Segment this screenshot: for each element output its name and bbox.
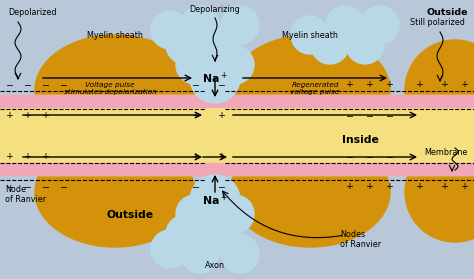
Ellipse shape: [166, 26, 204, 64]
Text: +: +: [441, 182, 449, 191]
Text: +: +: [6, 152, 14, 161]
Ellipse shape: [221, 6, 259, 44]
Text: +: +: [6, 111, 14, 120]
Ellipse shape: [326, 6, 364, 44]
Ellipse shape: [166, 215, 204, 253]
Text: Still polarized: Still polarized: [410, 18, 465, 27]
Text: +: +: [218, 152, 226, 161]
Text: −: −: [42, 80, 50, 89]
Text: +: +: [461, 80, 469, 89]
Ellipse shape: [201, 215, 239, 253]
Text: +: +: [42, 111, 50, 120]
Text: Nodes
of Ranvier: Nodes of Ranvier: [340, 230, 381, 249]
Ellipse shape: [196, 46, 234, 84]
Text: −: −: [6, 182, 14, 191]
Ellipse shape: [151, 230, 189, 268]
Text: +: +: [346, 80, 354, 89]
Ellipse shape: [181, 235, 219, 273]
Ellipse shape: [311, 26, 349, 64]
Text: +: +: [386, 80, 394, 89]
Text: Voltage pulse
stimulates depolarization: Voltage pulse stimulates depolarization: [64, 82, 156, 95]
Text: −: −: [42, 182, 50, 191]
Ellipse shape: [151, 11, 189, 49]
Ellipse shape: [291, 16, 329, 54]
Text: +: +: [192, 152, 200, 161]
Text: −: −: [192, 80, 200, 89]
Text: Inside: Inside: [342, 135, 378, 145]
Text: +: +: [441, 80, 449, 89]
Text: −: −: [346, 111, 354, 120]
Text: +: +: [24, 111, 32, 120]
Text: +: +: [42, 152, 50, 161]
Ellipse shape: [405, 142, 474, 242]
Text: +: +: [386, 182, 394, 191]
Text: +: +: [218, 111, 226, 120]
Ellipse shape: [405, 40, 474, 140]
Text: Na$^+$: Na$^+$: [202, 70, 228, 86]
Ellipse shape: [346, 26, 384, 64]
Ellipse shape: [216, 195, 254, 233]
Text: −: −: [6, 80, 14, 89]
Text: Depolarizing: Depolarizing: [190, 5, 240, 14]
Text: +: +: [346, 182, 354, 191]
Text: Outside: Outside: [427, 8, 468, 17]
Ellipse shape: [190, 175, 240, 225]
Ellipse shape: [196, 195, 234, 233]
Ellipse shape: [230, 35, 390, 145]
Ellipse shape: [190, 53, 240, 103]
Ellipse shape: [216, 46, 254, 84]
Ellipse shape: [230, 137, 390, 247]
Bar: [0, 163, 474, 175]
Text: −: −: [386, 152, 394, 161]
Ellipse shape: [361, 6, 399, 44]
Ellipse shape: [35, 137, 195, 247]
Ellipse shape: [176, 195, 214, 233]
Text: −: −: [218, 182, 226, 191]
Text: Depolarized: Depolarized: [8, 8, 56, 17]
Ellipse shape: [221, 235, 259, 273]
Text: −: −: [192, 182, 200, 191]
Text: −: −: [218, 80, 226, 89]
Text: Na$^+$: Na$^+$: [202, 192, 228, 208]
Text: +: +: [24, 152, 32, 161]
Text: −: −: [386, 111, 394, 120]
Text: Myelin sheath: Myelin sheath: [87, 30, 143, 40]
Ellipse shape: [176, 46, 214, 84]
Bar: [0, 95, 474, 175]
Text: +: +: [461, 182, 469, 191]
Text: −: −: [24, 80, 32, 89]
Text: −: −: [366, 152, 374, 161]
Text: −: −: [60, 182, 68, 191]
Text: −: −: [366, 111, 374, 120]
Text: +: +: [192, 111, 200, 120]
Text: Node
of Ranvier: Node of Ranvier: [5, 185, 46, 205]
Text: +: +: [366, 182, 374, 191]
Text: +: +: [366, 80, 374, 89]
Text: Regenerated
voltage pulse: Regenerated voltage pulse: [290, 82, 340, 95]
Ellipse shape: [201, 26, 239, 64]
Text: +: +: [416, 182, 424, 191]
Ellipse shape: [181, 6, 219, 44]
Text: −: −: [24, 182, 32, 191]
Text: −: −: [60, 80, 68, 89]
Text: Membrane: Membrane: [425, 148, 468, 157]
Bar: [0, 95, 474, 107]
Text: Axon: Axon: [205, 261, 225, 270]
Text: Outside: Outside: [107, 210, 154, 220]
Text: +: +: [416, 80, 424, 89]
Text: Myelin sheath: Myelin sheath: [282, 30, 338, 40]
Text: −: −: [346, 152, 354, 161]
Ellipse shape: [35, 35, 195, 145]
